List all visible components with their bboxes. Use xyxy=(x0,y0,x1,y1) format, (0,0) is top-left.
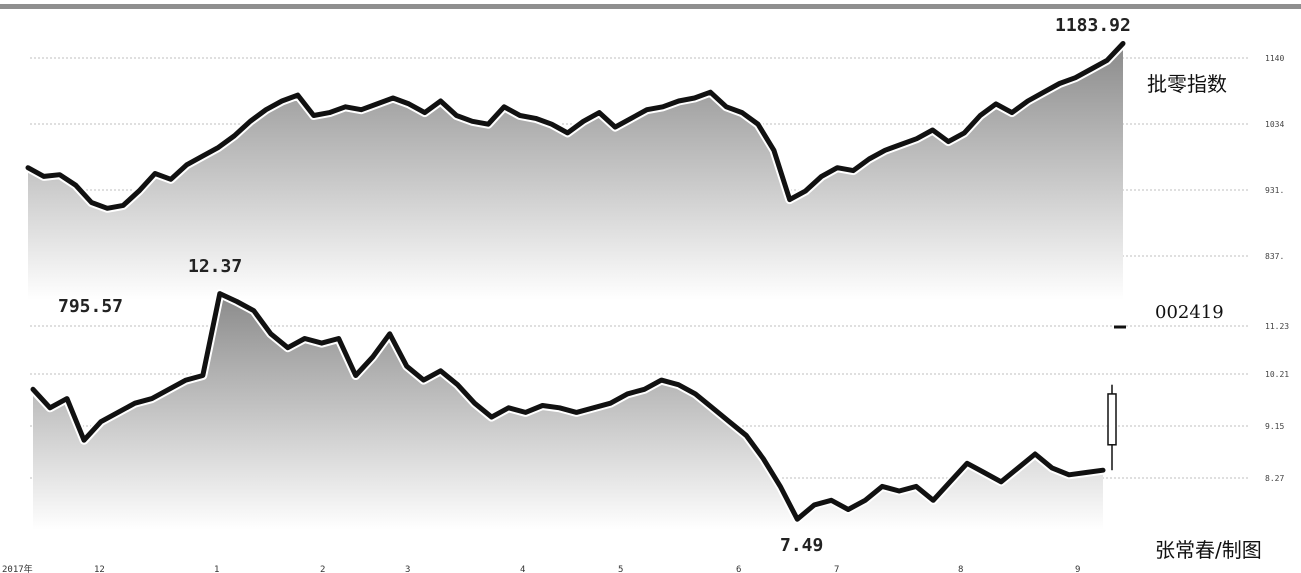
x-tick-label: 5 xyxy=(618,565,623,573)
x-axis: 2017年 12 1 2 3 4 5 6 7 8 9 xyxy=(2,563,1080,573)
x-tick-label: 12 xyxy=(94,565,105,573)
bottom-max-label: 12.37 xyxy=(188,256,242,277)
x-tick-label: 9 xyxy=(1075,565,1080,573)
top-frame-bar xyxy=(0,4,1301,9)
y-tick-label-top-1: 1140 xyxy=(1265,54,1284,63)
top-series-name: 批零指数 xyxy=(1147,72,1227,96)
x-tick-label: 4 xyxy=(520,565,525,573)
y-tick-label-bottom-2: 10.21 xyxy=(1265,370,1289,379)
top-min-label: 795.57 xyxy=(58,296,123,317)
x-tick-label: 7 xyxy=(834,565,839,573)
x-axis-start-label: 2017年 xyxy=(2,563,33,573)
y-tick-label-bottom-1: 11.23 xyxy=(1265,322,1289,331)
x-tick-label: 8 xyxy=(958,565,963,573)
x-tick-label: 3 xyxy=(405,565,410,573)
x-tick-label: 1 xyxy=(214,565,219,573)
bottom-series-name: 002419 xyxy=(1155,302,1224,323)
bottom-series xyxy=(28,289,1108,530)
bottom-series-line xyxy=(30,291,1106,522)
y-tick-label-top-4: 837. xyxy=(1265,252,1284,261)
y-tick-label-top-3: 931. xyxy=(1265,186,1284,195)
y-tick-label-top-2: 1034 xyxy=(1265,120,1284,129)
x-tick-label: 2 xyxy=(320,565,325,573)
bottom-min-label: 7.49 xyxy=(780,535,823,556)
candle-body xyxy=(1107,393,1117,446)
credit-label: 张常春/制图 xyxy=(1155,538,1262,562)
top-series-line xyxy=(25,41,1126,211)
top-max-label: 1183.92 xyxy=(1055,15,1131,36)
candlestick xyxy=(1107,384,1117,471)
top-series-area xyxy=(28,43,1123,300)
y-tick-label-bottom-4: 8.27 xyxy=(1265,474,1284,483)
y-tick-label-bottom-3: 9.15 xyxy=(1265,422,1284,431)
top-series xyxy=(23,39,1128,300)
x-tick-label: 6 xyxy=(736,565,741,573)
